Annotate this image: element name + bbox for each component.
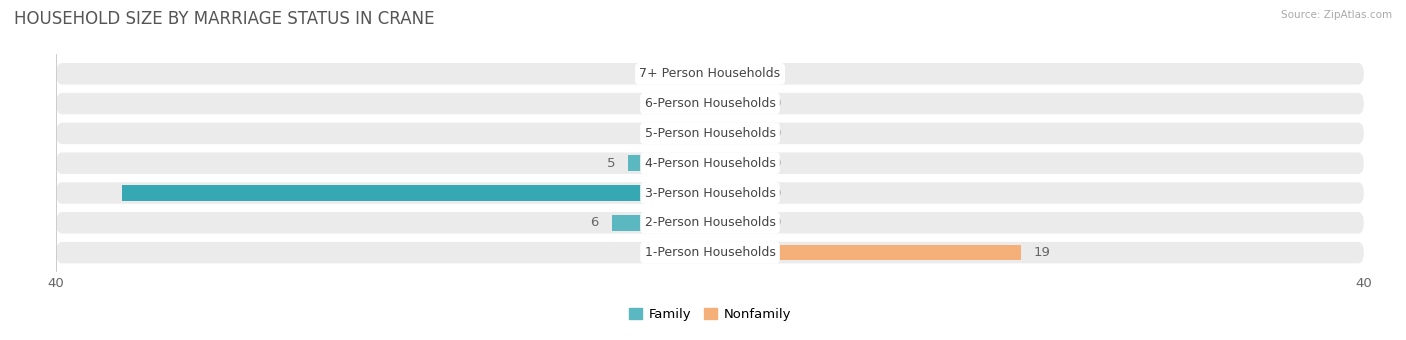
- Text: 5-Person Households: 5-Person Households: [644, 127, 776, 140]
- FancyBboxPatch shape: [56, 93, 1364, 114]
- FancyBboxPatch shape: [56, 152, 1364, 174]
- Text: 4-Person Households: 4-Person Households: [644, 157, 776, 170]
- Bar: [612, 215, 710, 231]
- FancyBboxPatch shape: [56, 182, 1364, 204]
- Bar: [628, 155, 710, 171]
- FancyBboxPatch shape: [56, 242, 1364, 264]
- Text: 1-Person Households: 1-Person Households: [644, 246, 776, 259]
- Text: HOUSEHOLD SIZE BY MARRIAGE STATUS IN CRANE: HOUSEHOLD SIZE BY MARRIAGE STATUS IN CRA…: [14, 10, 434, 28]
- Text: 0: 0: [640, 67, 648, 80]
- FancyBboxPatch shape: [56, 123, 1364, 144]
- Text: 2-Person Households: 2-Person Households: [644, 216, 776, 229]
- Text: 0: 0: [772, 67, 780, 80]
- FancyBboxPatch shape: [56, 212, 1364, 234]
- Text: 6: 6: [591, 216, 599, 229]
- Text: 5: 5: [607, 157, 616, 170]
- Legend: Family, Nonfamily: Family, Nonfamily: [623, 303, 797, 326]
- Bar: [710, 126, 759, 141]
- Text: 0: 0: [772, 97, 780, 110]
- Bar: [710, 155, 759, 171]
- Text: 0: 0: [640, 127, 648, 140]
- Bar: [710, 66, 759, 82]
- Bar: [661, 245, 710, 260]
- Text: 6-Person Households: 6-Person Households: [644, 97, 776, 110]
- Text: 0: 0: [772, 127, 780, 140]
- Text: 19: 19: [1033, 246, 1050, 259]
- Bar: [710, 215, 759, 231]
- Bar: [121, 185, 710, 201]
- Text: 36: 36: [675, 187, 693, 200]
- Bar: [661, 126, 710, 141]
- Text: 0: 0: [772, 157, 780, 170]
- Text: Source: ZipAtlas.com: Source: ZipAtlas.com: [1281, 10, 1392, 20]
- Bar: [661, 96, 710, 111]
- FancyBboxPatch shape: [56, 63, 1364, 85]
- Text: 0: 0: [640, 246, 648, 259]
- Text: 0: 0: [640, 97, 648, 110]
- Bar: [710, 245, 1021, 260]
- Bar: [710, 185, 759, 201]
- Text: 0: 0: [772, 187, 780, 200]
- Text: 0: 0: [772, 216, 780, 229]
- Bar: [661, 66, 710, 82]
- Bar: [710, 96, 759, 111]
- Text: 3-Person Households: 3-Person Households: [644, 187, 776, 200]
- Text: 7+ Person Households: 7+ Person Households: [640, 67, 780, 80]
